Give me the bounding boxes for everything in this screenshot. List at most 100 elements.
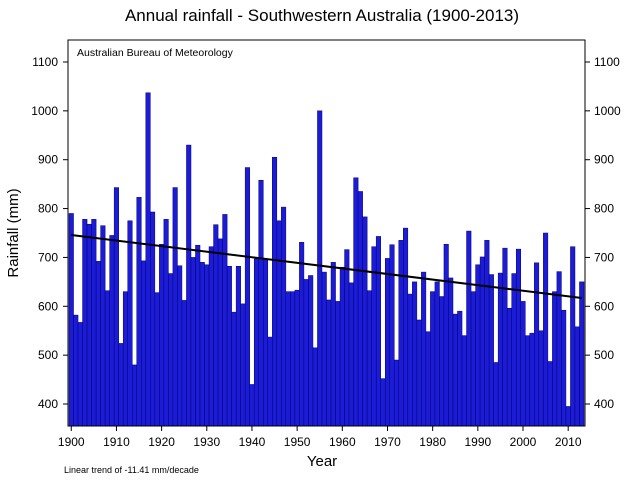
bar-1955 <box>317 110 323 427</box>
bar-1960 <box>339 266 345 427</box>
bar-1984 <box>448 277 454 427</box>
y-axis-left: 400 500 600 700 800 900 1000 1100 <box>31 55 68 411</box>
bar-1975 <box>407 293 413 427</box>
bar-1996 <box>502 247 508 427</box>
x-tick-label: 1930 <box>193 435 220 449</box>
trend-footnote: Linear trend of -11.41 mm/decade <box>64 465 199 475</box>
bar-1982 <box>439 296 445 427</box>
bar-1931 <box>208 246 214 427</box>
bar-1932 <box>213 224 219 427</box>
bar-2002 <box>529 332 535 427</box>
y-tick-label-left: 700 <box>38 250 58 264</box>
bar-1928 <box>195 244 201 427</box>
x-axis: 1900 1910 1920 1930 1940 1950 1960 1970 1980 1990… <box>58 426 582 449</box>
bar-1981 <box>434 281 440 427</box>
bar-1938 <box>240 303 246 427</box>
bar-1994 <box>493 362 499 427</box>
bar-1991 <box>479 256 485 427</box>
bar-1913 <box>127 220 133 427</box>
bar-1973 <box>398 240 404 427</box>
bar-1942 <box>258 179 264 427</box>
bar-1904 <box>86 223 92 427</box>
bar-1950 <box>294 289 300 427</box>
bar-1924 <box>177 265 183 427</box>
bar-1992 <box>484 240 490 427</box>
bar-1995 <box>497 272 503 427</box>
chart-title: Annual rainfall - Southwestern Australia… <box>125 6 519 25</box>
x-tick-label: 1960 <box>329 435 356 449</box>
bar-1939 <box>244 167 250 427</box>
y-tick-label-right: 700 <box>594 250 614 264</box>
bar-1949 <box>290 291 296 427</box>
x-tick-label: 1980 <box>419 435 446 449</box>
bar-2009 <box>561 309 567 427</box>
bar-1917 <box>145 92 151 427</box>
bar-1912 <box>122 291 128 427</box>
bar-1927 <box>190 257 196 427</box>
bar-1980 <box>430 291 436 427</box>
bar-1933 <box>217 238 223 427</box>
bar-1907 <box>100 225 106 427</box>
bar-1972 <box>394 359 400 427</box>
y-tick-label-right: 1100 <box>594 55 620 69</box>
bar-1948 <box>285 291 291 427</box>
x-tick-label: 2000 <box>510 435 537 449</box>
bar-1977 <box>416 319 422 427</box>
bar-1935 <box>226 265 232 427</box>
bar-1941 <box>253 258 259 427</box>
bar-1930 <box>204 264 210 427</box>
bar-1906 <box>95 261 101 427</box>
bar-1954 <box>312 347 318 427</box>
bar-1909 <box>109 235 115 427</box>
x-tick-label: 1970 <box>374 435 401 449</box>
trend-line <box>71 233 582 299</box>
y-tick-label-right: 800 <box>594 202 614 216</box>
x-tick-label: 2010 <box>555 435 582 449</box>
bar-1961 <box>344 249 350 427</box>
y-tick-label-right: 400 <box>594 397 614 411</box>
bar-1968 <box>375 236 381 427</box>
y-tick-label-right: 900 <box>594 153 614 167</box>
bar-2004 <box>538 330 544 427</box>
bar-1970 <box>384 258 391 427</box>
bar-1951 <box>299 242 305 427</box>
y-tick-label-right: 600 <box>594 299 614 313</box>
y-tick-label-left: 1100 <box>32 55 58 69</box>
y-axis-label: Rainfall (mm) <box>5 188 22 277</box>
y-tick-label-left: 1000 <box>31 104 58 118</box>
bar-1914 <box>132 364 138 427</box>
bar-1926 <box>186 144 192 427</box>
bar-1903 <box>82 219 88 427</box>
y-tick-label-right: 500 <box>594 348 614 362</box>
bar-2011 <box>570 246 576 427</box>
bar-1910 <box>113 187 119 427</box>
bar-1915 <box>136 197 142 427</box>
bar-2012 <box>574 326 580 427</box>
bar-1908 <box>104 290 110 427</box>
bar-1983 <box>443 243 449 427</box>
bar-2003 <box>534 262 540 427</box>
x-tick-label: 1910 <box>103 435 130 449</box>
bar-1997 <box>506 308 512 427</box>
y-tick-label-left: 500 <box>38 348 58 362</box>
bar-1976 <box>412 281 418 427</box>
x-axis-label: Year <box>307 453 337 470</box>
bar-1905 <box>91 219 97 427</box>
bar-1929 <box>199 262 205 427</box>
bar-2006 <box>547 361 553 427</box>
bar-1965 <box>362 216 368 427</box>
bar-1998 <box>511 273 517 427</box>
bar-1987 <box>461 335 467 427</box>
bar-1958 <box>330 262 336 427</box>
x-tick-label: 1920 <box>148 435 175 449</box>
bar-1966 <box>366 290 372 427</box>
bar-1902 <box>77 322 83 427</box>
bar-1962 <box>348 282 354 427</box>
bar-1940 <box>249 384 255 427</box>
bar-1989 <box>470 291 476 427</box>
bar-2000 <box>520 301 526 427</box>
x-tick-label: 1940 <box>239 435 266 449</box>
y-tick-label-left: 600 <box>38 299 58 313</box>
bar-2010 <box>565 406 571 427</box>
bar-1956 <box>321 271 327 427</box>
